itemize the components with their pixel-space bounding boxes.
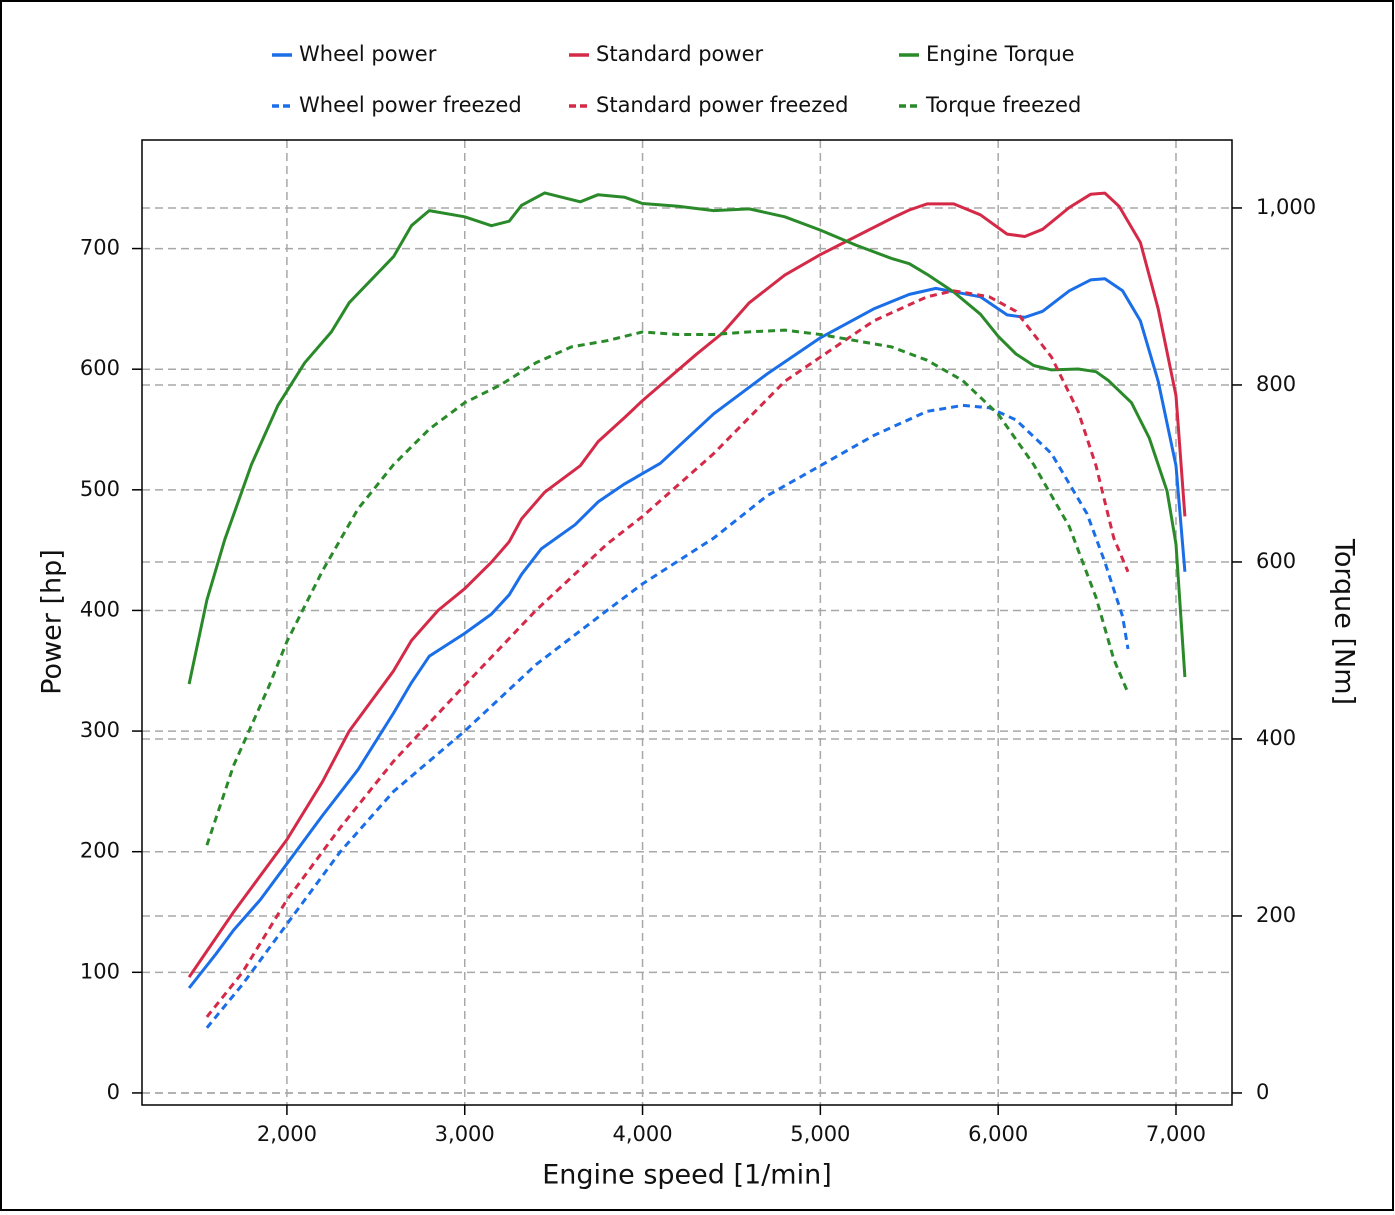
plot-frame (141, 139, 1233, 1106)
x-tick-label: 3,000 (435, 1122, 495, 1146)
y2-tick-label: 800 (1256, 372, 1296, 396)
legend-label: Standard power (596, 42, 763, 66)
y-axis-title: Power [hp] (37, 549, 68, 695)
series-line (205, 328, 1130, 846)
legend-label: Torque freezed (925, 93, 1081, 117)
x-tick-label: 5,000 (790, 1122, 850, 1146)
y-tick-label: 500 (80, 477, 120, 501)
y-tick-label: 0 (107, 1080, 120, 1104)
series-line (187, 277, 1187, 989)
legend-label: Wheel power (299, 42, 437, 66)
series-line (187, 191, 1187, 978)
series-line (187, 191, 1187, 685)
y-tick-label: 200 (80, 839, 120, 863)
series-line (205, 403, 1130, 1029)
x-tick-label: 2,000 (257, 1122, 317, 1146)
y-tick-label: 700 (80, 236, 120, 260)
y2-tick-label: 400 (1256, 726, 1296, 750)
y-tick-label: 400 (80, 597, 120, 621)
y2-tick-label: 200 (1256, 903, 1296, 927)
y2-tick-label: 1,000 (1256, 195, 1316, 219)
legend-label: Engine Torque (926, 42, 1075, 66)
legend-label: Wheel power freezed (299, 93, 522, 117)
legend-label: Standard power freezed (596, 93, 848, 117)
x-tick-label: 7,000 (1146, 1122, 1206, 1146)
x-tick-label: 4,000 (612, 1122, 672, 1146)
y-tick-label: 300 (80, 718, 120, 742)
y2-tick-label: 600 (1256, 549, 1296, 573)
y2-tick-label: 0 (1256, 1080, 1269, 1104)
y2-axis-title: Torque [Nm] (1329, 538, 1360, 705)
y-tick-label: 100 (80, 959, 120, 983)
y-tick-label: 600 (80, 356, 120, 380)
x-axis-title: Engine speed [1/min] (542, 1160, 832, 1191)
x-tick-label: 6,000 (968, 1122, 1028, 1146)
